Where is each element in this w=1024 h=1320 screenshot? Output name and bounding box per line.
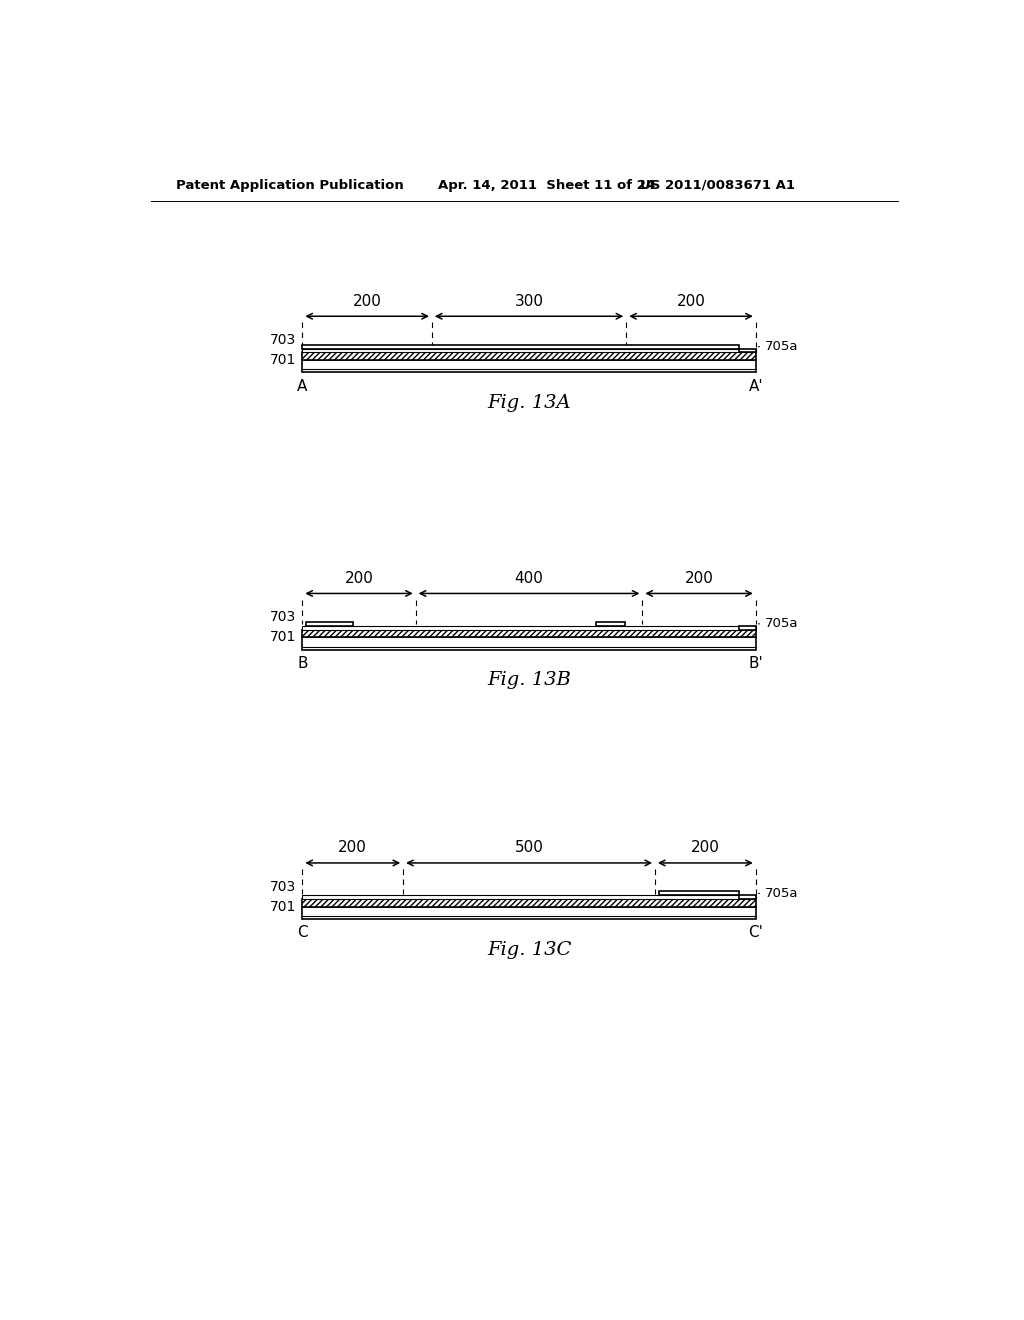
- Text: B: B: [297, 656, 307, 671]
- Text: 703: 703: [270, 610, 296, 624]
- Text: C': C': [749, 925, 763, 940]
- Bar: [302, 360, 756, 372]
- Text: C: C: [297, 925, 307, 940]
- Text: A: A: [297, 379, 307, 393]
- Bar: [302, 626, 756, 630]
- Bar: [302, 630, 756, 638]
- Text: B': B': [749, 656, 763, 671]
- Text: Fig. 13A: Fig. 13A: [487, 395, 570, 412]
- Text: 701: 701: [269, 631, 296, 644]
- Bar: [302, 348, 756, 352]
- Text: 705a: 705a: [759, 887, 799, 900]
- Text: Fig. 13B: Fig. 13B: [487, 672, 571, 689]
- Bar: [738, 895, 756, 899]
- Text: Patent Application Publication: Patent Application Publication: [176, 178, 403, 191]
- Text: 200: 200: [685, 570, 714, 586]
- Bar: [302, 345, 738, 348]
- Text: 200: 200: [338, 841, 368, 855]
- Bar: [302, 899, 756, 907]
- Text: US 2011/0083671 A1: US 2011/0083671 A1: [640, 178, 795, 191]
- Bar: [302, 895, 756, 899]
- Text: 701: 701: [269, 354, 296, 367]
- Text: Fig. 13C: Fig. 13C: [486, 941, 571, 958]
- Bar: [302, 638, 756, 649]
- Bar: [596, 622, 626, 626]
- Bar: [302, 352, 756, 360]
- Text: 703: 703: [270, 333, 296, 347]
- Text: 400: 400: [515, 570, 544, 586]
- Text: 500: 500: [515, 841, 544, 855]
- Text: 701: 701: [269, 900, 296, 913]
- Text: 200: 200: [691, 841, 720, 855]
- Text: A': A': [749, 379, 763, 393]
- Text: 703: 703: [270, 879, 296, 894]
- Text: 200: 200: [352, 293, 382, 309]
- Bar: [738, 348, 756, 352]
- Text: 705a: 705a: [759, 618, 799, 631]
- Text: Apr. 14, 2011  Sheet 11 of 24: Apr. 14, 2011 Sheet 11 of 24: [438, 178, 655, 191]
- Bar: [738, 626, 756, 630]
- Bar: [302, 907, 756, 919]
- Text: 300: 300: [515, 293, 544, 309]
- Bar: [658, 891, 738, 895]
- Text: 705a: 705a: [759, 341, 799, 354]
- Text: 200: 200: [677, 293, 706, 309]
- Bar: [306, 622, 352, 626]
- Text: 200: 200: [345, 570, 374, 586]
